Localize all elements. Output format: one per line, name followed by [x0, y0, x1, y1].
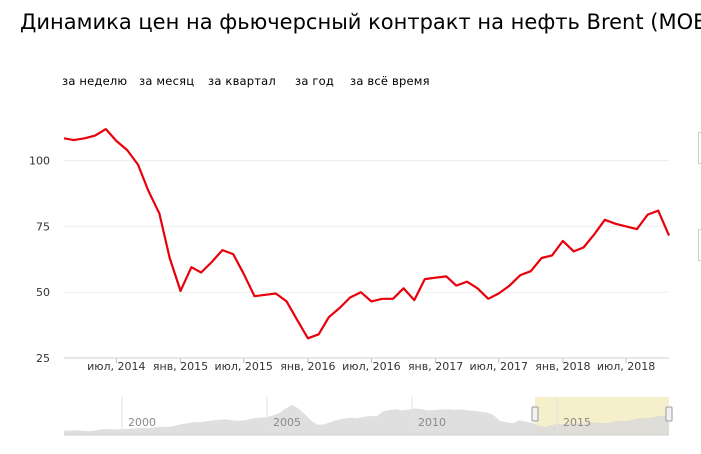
navigator-right-handle[interactable] — [665, 406, 673, 422]
price-series-line — [63, 128, 671, 340]
chart-title: Динамика цен на фьючерсный контракт на н… — [20, 10, 701, 34]
y-tick-label: 25 — [36, 352, 50, 365]
navigator-year-label: 2015 — [563, 416, 591, 429]
period-all-time-tab[interactable]: за всё время — [350, 74, 430, 88]
x-tick-label: июл, 2014 — [87, 360, 145, 373]
y-tick-label: 75 — [36, 220, 50, 233]
next-chart-frame — [698, 132, 701, 164]
x-tick-label: июл, 2017 — [470, 360, 528, 373]
period-week-tab[interactable]: за неделю — [62, 74, 128, 88]
x-tick-label: янв, 2015 — [153, 360, 208, 373]
x-tick-label: янв, 2016 — [280, 360, 335, 373]
price-line-chart: 25 50 75 100 июл, 2014 янв, 2015 июл, 2015 янв,… — [29, 128, 671, 373]
next-chart-frame-lower — [698, 229, 701, 261]
navigator-year-label: 2005 — [273, 416, 301, 429]
navigator-left-handle[interactable] — [531, 406, 539, 422]
navigator-year-label: 2010 — [418, 416, 446, 429]
period-year-tab[interactable]: за год — [295, 74, 335, 88]
period-quarter-tab[interactable]: за квартал — [208, 74, 276, 88]
x-tick-label: июл, 2016 — [342, 360, 400, 373]
x-tick-label: июл, 2018 — [597, 360, 655, 373]
period-month-tab[interactable]: за месяц — [139, 74, 195, 88]
navigator-year-label: 2000 — [128, 416, 156, 429]
x-tick-label: июл, 2015 — [214, 360, 272, 373]
range-navigator[interactable]: 2000 2005 2010 2015 — [0, 395, 701, 440]
navigator-area — [64, 405, 669, 435]
x-tick-label: янв, 2017 — [408, 360, 463, 373]
y-tick-label: 100 — [29, 155, 50, 168]
x-tick-label: янв, 2018 — [535, 360, 590, 373]
y-tick-label: 50 — [36, 286, 50, 299]
